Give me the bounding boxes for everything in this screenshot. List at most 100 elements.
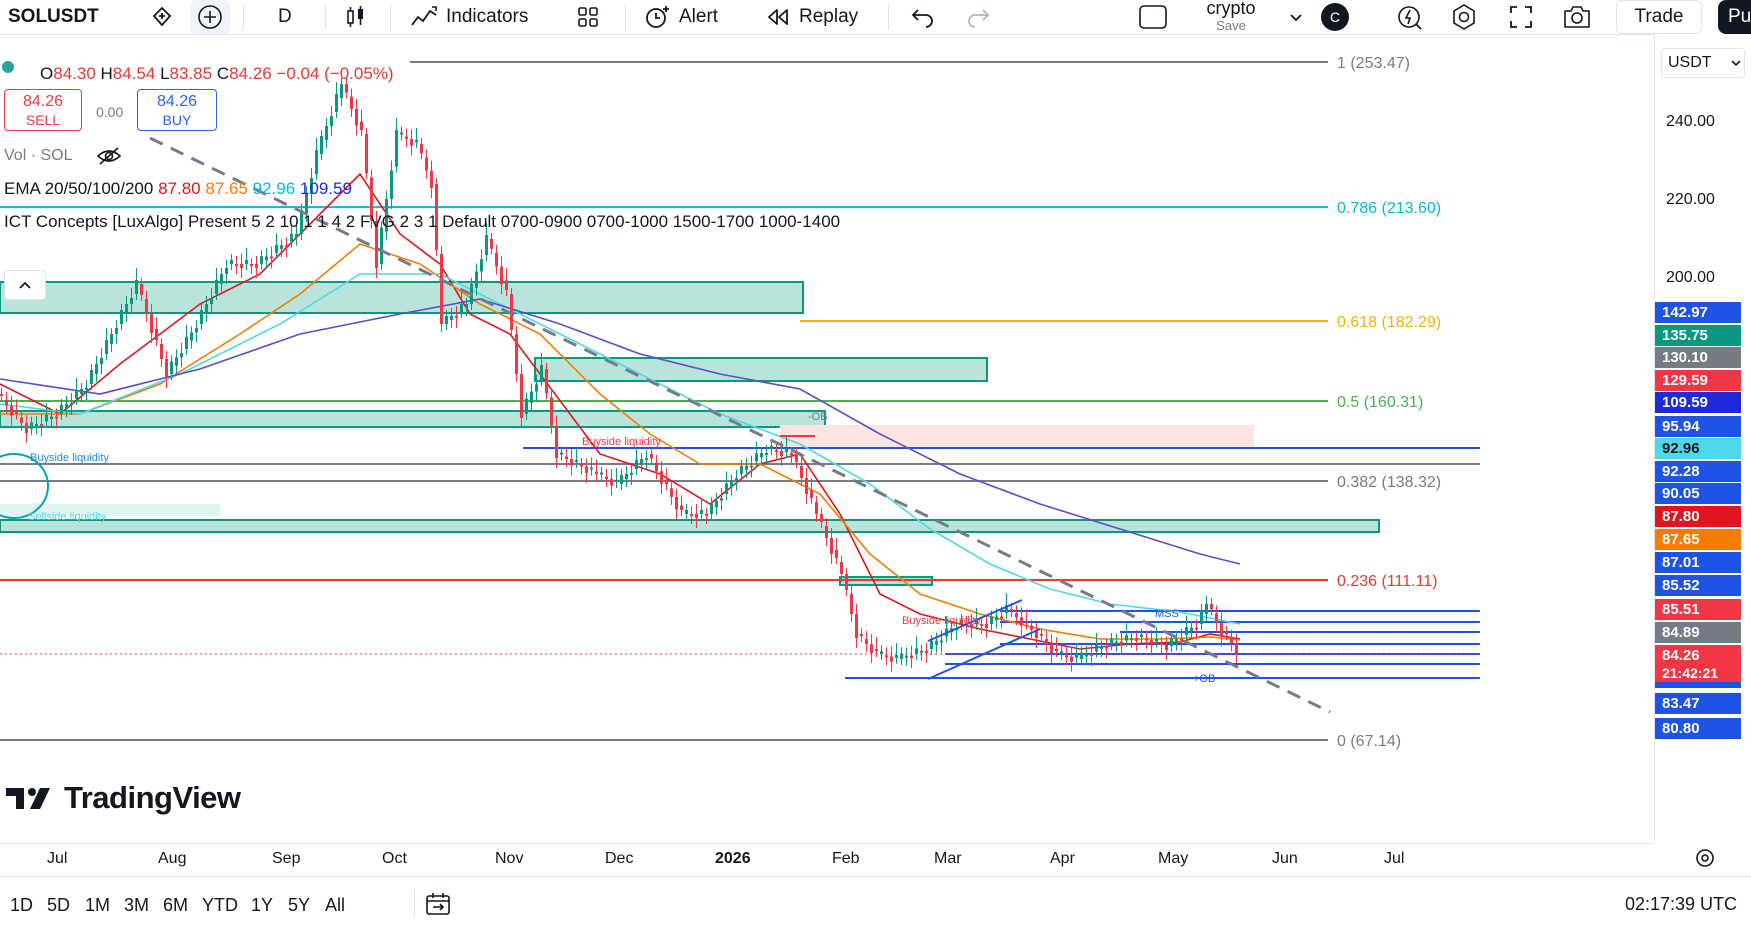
- range-button-all[interactable]: All: [325, 895, 346, 915]
- volume-legend[interactable]: Vol · SOL: [4, 147, 73, 164]
- quick-search-button[interactable]: [1395, 0, 1423, 34]
- chart-pane[interactable]: 1 (253.47) 0.786 (213.60) 0.618 (182.29) 0.…: [0, 34, 1751, 929]
- range-button-5d[interactable]: 5D: [47, 895, 71, 915]
- price-tag-value: 129.59: [1662, 372, 1708, 389]
- price-tag-value: 109.59: [1662, 394, 1708, 411]
- candle-body: [105, 340, 108, 354]
- range-button-1d[interactable]: 1D: [10, 895, 34, 915]
- candle-body: [565, 456, 568, 459]
- candle-body: [125, 304, 128, 314]
- candle-body: [900, 653, 903, 659]
- candle-body: [315, 150, 318, 174]
- candle-body: [545, 369, 548, 394]
- chart-annotation: Buyside liquidity: [30, 452, 109, 464]
- redo-button[interactable]: [965, 0, 991, 34]
- candle-body: [320, 136, 323, 154]
- alert-button[interactable]: Alert: [643, 0, 718, 34]
- candle-body: [405, 136, 408, 139]
- candle-body: [365, 134, 368, 174]
- close-label: C: [216, 64, 230, 83]
- candle-body: [265, 256, 268, 261]
- tradingview-logo[interactable]: TradingView: [6, 780, 241, 816]
- candle-body: [530, 391, 533, 403]
- compare-symbol-icon[interactable]: [150, 0, 174, 34]
- currency-select[interactable]: USDT: [1661, 48, 1745, 78]
- market-status-dot: [2, 61, 14, 73]
- hide-eye-icon[interactable]: [96, 146, 122, 171]
- candle-body: [885, 655, 888, 658]
- candle-body: [990, 616, 993, 624]
- candle-body: [925, 650, 928, 653]
- candle-body: [680, 505, 683, 510]
- auto-scale-icon[interactable]: [1693, 846, 1717, 875]
- candle-body: [795, 454, 798, 462]
- symbol-search-button[interactable]: SOLUSDT: [8, 0, 99, 34]
- replay-button[interactable]: Replay: [765, 0, 858, 34]
- price-tag: 90.05: [1655, 483, 1741, 504]
- layout-dropdown-button[interactable]: [1288, 0, 1304, 34]
- templates-button[interactable]: [576, 0, 600, 34]
- indicators-button[interactable]: Indicators: [410, 0, 528, 34]
- account-button[interactable]: C: [1321, 0, 1349, 34]
- candle-body: [750, 465, 753, 468]
- trade-button[interactable]: Trade: [1616, 0, 1702, 34]
- candle-body: [815, 502, 818, 514]
- channel-line: [927, 628, 1041, 680]
- candle-body: [360, 121, 363, 130]
- candle-body: [50, 416, 53, 419]
- utc-clock[interactable]: 02:17:39 UTC: [1624, 894, 1737, 914]
- collapse-legend-button[interactable]: [4, 270, 46, 300]
- price-axis[interactable]: USDT 240.00 220.00 200.00 142.97 135.75 13…: [1654, 34, 1751, 843]
- bar-countdown: 21:42:21: [1655, 664, 1741, 682]
- fullscreen-button[interactable]: [1508, 0, 1534, 34]
- sell-button[interactable]: 84.26 SELL: [4, 89, 82, 131]
- change-value: −0.04 (−0.05%): [276, 64, 394, 83]
- ict-legend[interactable]: ICT Concepts [LuxAlgo] Present 5 2 10 1 …: [4, 212, 841, 231]
- add-symbol-button[interactable]: [190, 0, 230, 34]
- publish-button[interactable]: Pu: [1718, 0, 1751, 34]
- high-label: H: [100, 64, 113, 83]
- alarm-clock-icon: [646, 6, 669, 28]
- candle-body: [40, 424, 43, 426]
- range-button-5y[interactable]: 5Y: [288, 895, 311, 915]
- candle-body: [695, 514, 698, 518]
- candle-body: [1140, 634, 1143, 637]
- price-tag: 109.59: [1655, 392, 1741, 413]
- layout-select-button[interactable]: [1138, 0, 1168, 34]
- range-button-3m[interactable]: 3M: [124, 895, 150, 915]
- candle-body: [285, 245, 288, 248]
- price-tag-value: 92.28: [1662, 463, 1700, 480]
- candle-body: [90, 370, 93, 384]
- range-button-1m[interactable]: 1M: [85, 895, 111, 915]
- buy-button[interactable]: 84.26 BUY: [137, 89, 217, 131]
- candle-body: [740, 465, 743, 474]
- range-button-6m[interactable]: 6M: [163, 895, 189, 915]
- candle-body: [630, 473, 633, 475]
- time-axis-label: 2026: [715, 850, 751, 867]
- settings-button[interactable]: [1450, 0, 1478, 34]
- candle-body: [860, 634, 863, 636]
- candle-body: [445, 316, 448, 324]
- candle-body: [450, 316, 453, 320]
- date-range-button[interactable]: [424, 891, 452, 922]
- indicators-icon: [411, 6, 437, 26]
- candle-body: [490, 239, 493, 249]
- undo-button[interactable]: [910, 0, 936, 34]
- price-tag: 142.97: [1655, 302, 1741, 323]
- time-axis[interactable]: [0, 843, 1654, 876]
- replay-label: Replay: [799, 6, 859, 27]
- interval-button[interactable]: D: [278, 0, 292, 34]
- chart-type-button[interactable]: [345, 0, 367, 34]
- price-chart[interactable]: 1 (253.47) 0.786 (213.60) 0.618 (182.29) 0.…: [0, 34, 1751, 929]
- snapshot-button[interactable]: [1562, 0, 1592, 34]
- candle-body: [475, 271, 478, 288]
- range-button-ytd[interactable]: YTD: [202, 895, 238, 915]
- candle-body: [615, 480, 618, 482]
- candle-body: [880, 651, 883, 654]
- candle-body: [1130, 638, 1133, 641]
- range-button-1y[interactable]: 1Y: [251, 895, 274, 915]
- candle-body: [555, 425, 558, 458]
- price-tag-value: 135.75: [1662, 327, 1708, 344]
- layout-name-button[interactable]: crypto Save: [1190, 0, 1272, 34]
- ema-legend[interactable]: EMA 20/50/100/200 87.80 87.65 92.96 109.…: [4, 179, 352, 199]
